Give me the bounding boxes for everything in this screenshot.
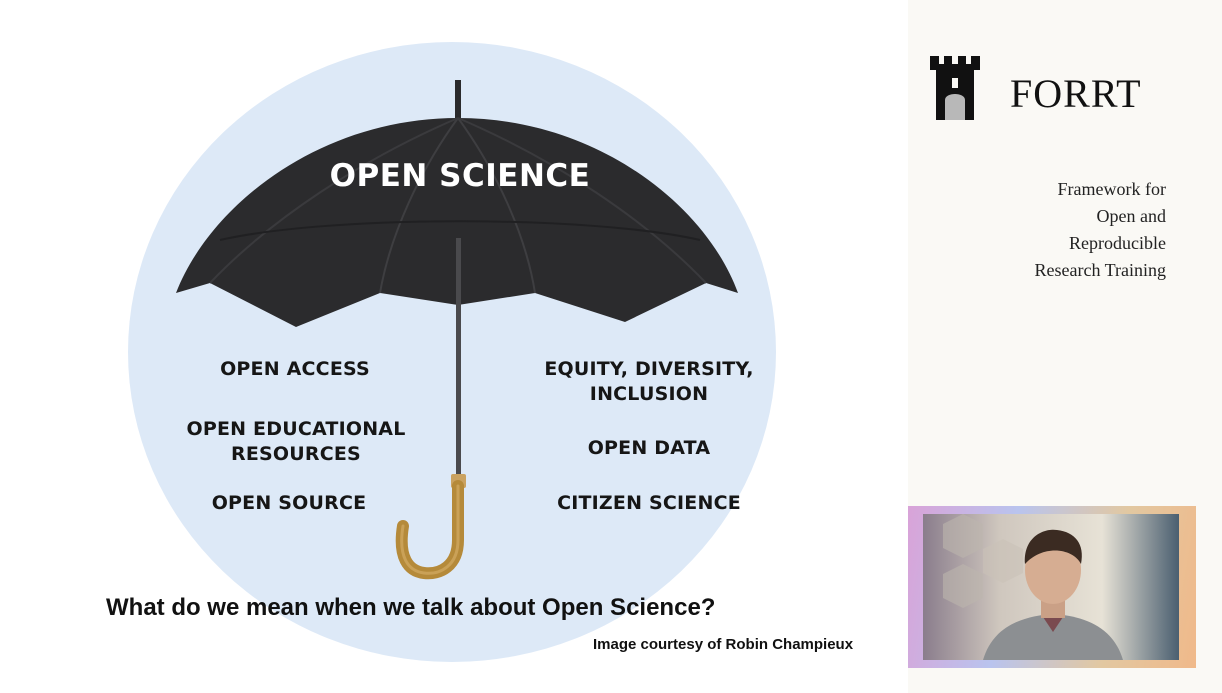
tagline-line: Research Training [1034, 260, 1166, 280]
tagline-line: Framework for [1057, 179, 1166, 199]
topic-citizen-science: CITIZEN SCIENCE [546, 491, 752, 516]
presenter-avatar [943, 514, 1123, 660]
topic-open-access: OPEN ACCESS [200, 357, 390, 382]
umbrella-title: OPEN SCIENCE [329, 158, 591, 194]
topic-label: EQUITY, DIVERSITY, [544, 358, 754, 380]
topic-label: OPEN ACCESS [220, 358, 370, 380]
umbrella-illustration [176, 80, 738, 580]
castle-tower-icon [930, 56, 980, 120]
presenter-video [923, 514, 1179, 660]
tagline-line: Open and [1096, 206, 1166, 226]
topic-label: RESOURCES [231, 443, 361, 465]
forrt-logo-text: FORRT [1010, 71, 1142, 116]
topic-open-source: OPEN SOURCE [194, 491, 384, 516]
topic-open-data: OPEN DATA [556, 436, 742, 461]
topic-label: CITIZEN SCIENCE [557, 492, 741, 514]
topic-equity-diversity-inclusion: EQUITY, DIVERSITY, INCLUSION [536, 357, 762, 407]
forrt-tagline: Framework for Open and Reproducible Rese… [1035, 176, 1166, 284]
presentation-slide: OPEN SCIENCE OPEN ACCESS OPEN EDUCATIONA… [106, 42, 854, 662]
topic-open-educational-resources: OPEN EDUCATIONAL RESOURCES [176, 417, 416, 467]
slide-question: What do we mean when we talk about Open … [106, 594, 716, 621]
topic-label: OPEN SOURCE [211, 492, 367, 514]
topic-label: INCLUSION [589, 383, 709, 405]
topic-label: OPEN EDUCATIONAL [186, 418, 406, 440]
topic-label: OPEN DATA [587, 437, 711, 459]
image-credit: Image courtesy of Robin Champieux [593, 636, 854, 653]
tagline-line: Reproducible [1069, 233, 1166, 253]
presenter-video-frame [908, 506, 1196, 668]
